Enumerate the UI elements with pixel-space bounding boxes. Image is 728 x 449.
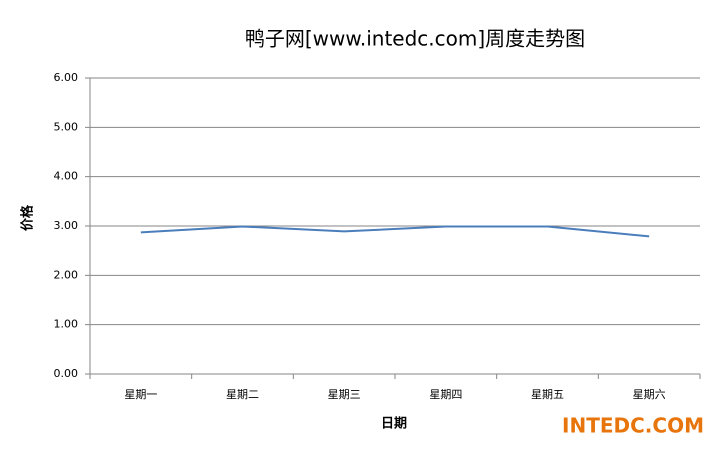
brand-annotation: INTEDC.COM xyxy=(562,414,704,438)
y-axis-title: 价格 xyxy=(20,204,36,231)
y-tick-label: 5.00 xyxy=(54,120,79,133)
x-tick-label: 星期五 xyxy=(531,388,564,401)
y-tick-label: 2.00 xyxy=(54,268,79,281)
x-tick-label: 星期一 xyxy=(124,388,157,401)
y-tick-label: 3.00 xyxy=(54,219,79,232)
chart-title: 鸭子网[www.intedc.com]周度走势图 xyxy=(245,27,585,51)
x-tick-label: 星期四 xyxy=(429,388,462,401)
x-tick-label: 星期六 xyxy=(633,388,666,401)
y-tick-label: 0.00 xyxy=(54,367,79,380)
y-tick-label: 1.00 xyxy=(54,318,79,331)
y-tick-label: 6.00 xyxy=(54,71,79,84)
x-axis-title: 日期 xyxy=(381,417,407,432)
x-tick-label: 星期二 xyxy=(226,388,259,401)
y-tick-label: 4.00 xyxy=(54,170,79,183)
data-line xyxy=(140,225,650,238)
x-tick-label: 星期三 xyxy=(328,388,361,401)
